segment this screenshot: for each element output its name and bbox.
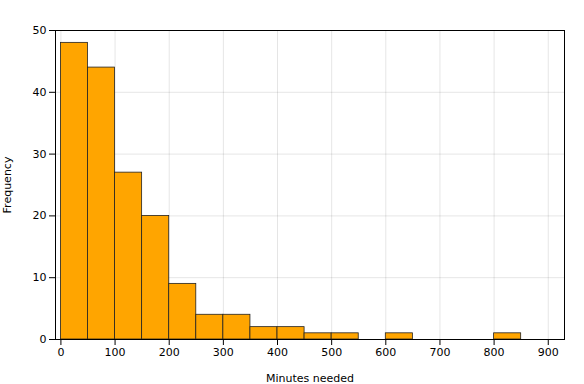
svg-text:900: 900 <box>538 346 559 359</box>
svg-text:500: 500 <box>321 346 342 359</box>
svg-text:30: 30 <box>33 148 47 161</box>
svg-text:600: 600 <box>375 346 396 359</box>
svg-text:Frequency: Frequency <box>1 156 14 213</box>
svg-text:200: 200 <box>159 346 180 359</box>
svg-text:10: 10 <box>33 271 47 284</box>
svg-text:400: 400 <box>267 346 288 359</box>
svg-text:300: 300 <box>213 346 234 359</box>
svg-text:20: 20 <box>33 209 47 222</box>
svg-text:700: 700 <box>429 346 450 359</box>
svg-text:0: 0 <box>40 333 47 346</box>
svg-text:800: 800 <box>484 346 505 359</box>
svg-text:50: 50 <box>33 24 47 37</box>
svg-text:0: 0 <box>57 346 64 359</box>
svg-text:100: 100 <box>105 346 126 359</box>
svg-text:Minutes needed: Minutes needed <box>266 372 354 384</box>
svg-text:40: 40 <box>33 86 47 99</box>
